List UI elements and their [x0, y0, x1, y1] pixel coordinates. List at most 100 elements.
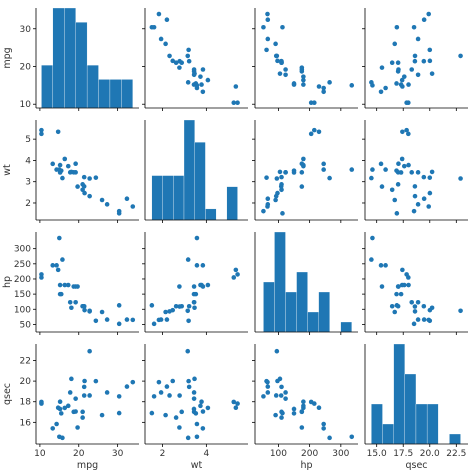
- scatter-point: [173, 415, 179, 420]
- y-tick-label: 100: [14, 305, 31, 315]
- scatter-point: [81, 384, 87, 390]
- scatter-point: [198, 403, 203, 409]
- scatter-point: [186, 378, 191, 384]
- panel-mpg-vs-wt: [142, 8, 248, 111]
- hist-bar: [285, 291, 297, 333]
- scatter-point: [50, 161, 56, 167]
- panel-qsec-vs-qsec: 15.0 17.5 20.0 22.5: [364, 343, 468, 459]
- scatter-point: [370, 235, 375, 241]
- panel-hp-vs-mpg: 50 100 150 200 250 300: [14, 232, 139, 335]
- scatter-point: [205, 282, 211, 288]
- hist-bar: [173, 175, 185, 221]
- scatter-point: [278, 58, 284, 64]
- scatter-point: [411, 24, 417, 30]
- scatter-point: [421, 317, 427, 322]
- scatter-point: [389, 303, 395, 309]
- x-tick-label: 200: [301, 449, 318, 459]
- scatter-point: [177, 58, 182, 64]
- scatter-point: [80, 409, 85, 415]
- scatter-point: [278, 184, 284, 189]
- scatter-point: [401, 282, 407, 288]
- scatter-point: [316, 84, 322, 89]
- scatter-point: [67, 300, 73, 305]
- scatter-point: [265, 17, 271, 22]
- scatter-point: [191, 67, 197, 72]
- scatter-point: [173, 303, 179, 309]
- scatter-point: [73, 409, 78, 414]
- scatter-point: [394, 168, 399, 173]
- scatter-point: [283, 67, 288, 72]
- y-axis-label-mpg: mpg: [2, 47, 13, 68]
- scatter-point: [156, 11, 162, 17]
- scatter-point: [170, 58, 176, 64]
- hist-bar: [307, 311, 319, 333]
- scatter-point: [277, 169, 283, 175]
- y-tick-label: 200: [14, 275, 31, 285]
- scatter-point: [185, 348, 191, 354]
- scatter-point: [394, 24, 400, 30]
- scatter-point: [278, 393, 284, 398]
- scatter-point: [301, 403, 306, 409]
- scatter-point: [67, 390, 73, 395]
- scatter-point: [75, 184, 80, 189]
- hist-bar: [318, 291, 330, 333]
- y-tick-label: 18: [20, 398, 32, 408]
- scatter-point: [316, 129, 322, 135]
- scatter-point: [321, 421, 326, 427]
- scatter-point: [81, 174, 87, 180]
- scatter-point: [280, 410, 285, 416]
- scatter-point: [273, 197, 278, 203]
- scatter-point: [291, 82, 297, 87]
- hist-bar: [296, 271, 308, 333]
- scatter-point: [87, 193, 92, 199]
- scatter-point: [186, 384, 192, 390]
- scatter-point: [412, 304, 418, 309]
- scatter-point: [231, 275, 237, 280]
- scatter-point: [39, 131, 44, 137]
- scatter-point: [177, 304, 182, 309]
- hist-bar: [52, 7, 65, 109]
- scatter-point: [349, 434, 355, 440]
- scatter-point: [426, 317, 432, 323]
- scatter-point: [55, 267, 61, 273]
- scatter-point: [65, 163, 71, 169]
- scatter-point: [200, 426, 206, 431]
- hist-bar: [41, 64, 54, 109]
- scatter-point: [273, 393, 279, 398]
- scatter-point: [383, 167, 388, 172]
- scatter-point: [93, 175, 99, 180]
- hist-bar: [226, 186, 238, 221]
- panel-wt-vs-wt: [144, 119, 248, 223]
- scatter-point: [198, 74, 203, 79]
- scatter-point: [264, 47, 269, 53]
- scatter-point: [406, 282, 411, 288]
- scatter-point: [404, 272, 409, 277]
- scatter-point: [194, 421, 200, 427]
- scatter-point: [398, 82, 404, 87]
- scatter-point: [412, 184, 418, 189]
- scatter-point: [277, 71, 283, 76]
- scatter-point: [265, 11, 270, 17]
- y-axis-label-qsec: qsec: [2, 383, 13, 405]
- scatter-point: [149, 303, 155, 308]
- scatter-point: [396, 161, 401, 167]
- scatter-point: [185, 435, 191, 441]
- scatter-point: [415, 36, 421, 42]
- scatter-point: [179, 409, 185, 415]
- scatter-point: [177, 284, 182, 289]
- x-axis-label-hp: hp: [300, 460, 312, 471]
- scatter-point: [398, 170, 404, 175]
- scatter-point: [104, 317, 110, 322]
- scatter-point: [264, 175, 269, 180]
- scatter-point: [291, 406, 297, 412]
- scatter-point: [170, 307, 176, 313]
- scatter-point: [275, 58, 280, 64]
- scatter-point: [321, 161, 326, 167]
- scatter-point: [415, 300, 421, 305]
- scatter-point: [412, 58, 418, 64]
- scatter-point: [283, 170, 288, 175]
- scatter-point: [39, 401, 44, 406]
- scatter-point: [279, 187, 284, 193]
- y-tick-label: 300: [14, 245, 31, 255]
- y-tick-label: 4: [25, 156, 31, 166]
